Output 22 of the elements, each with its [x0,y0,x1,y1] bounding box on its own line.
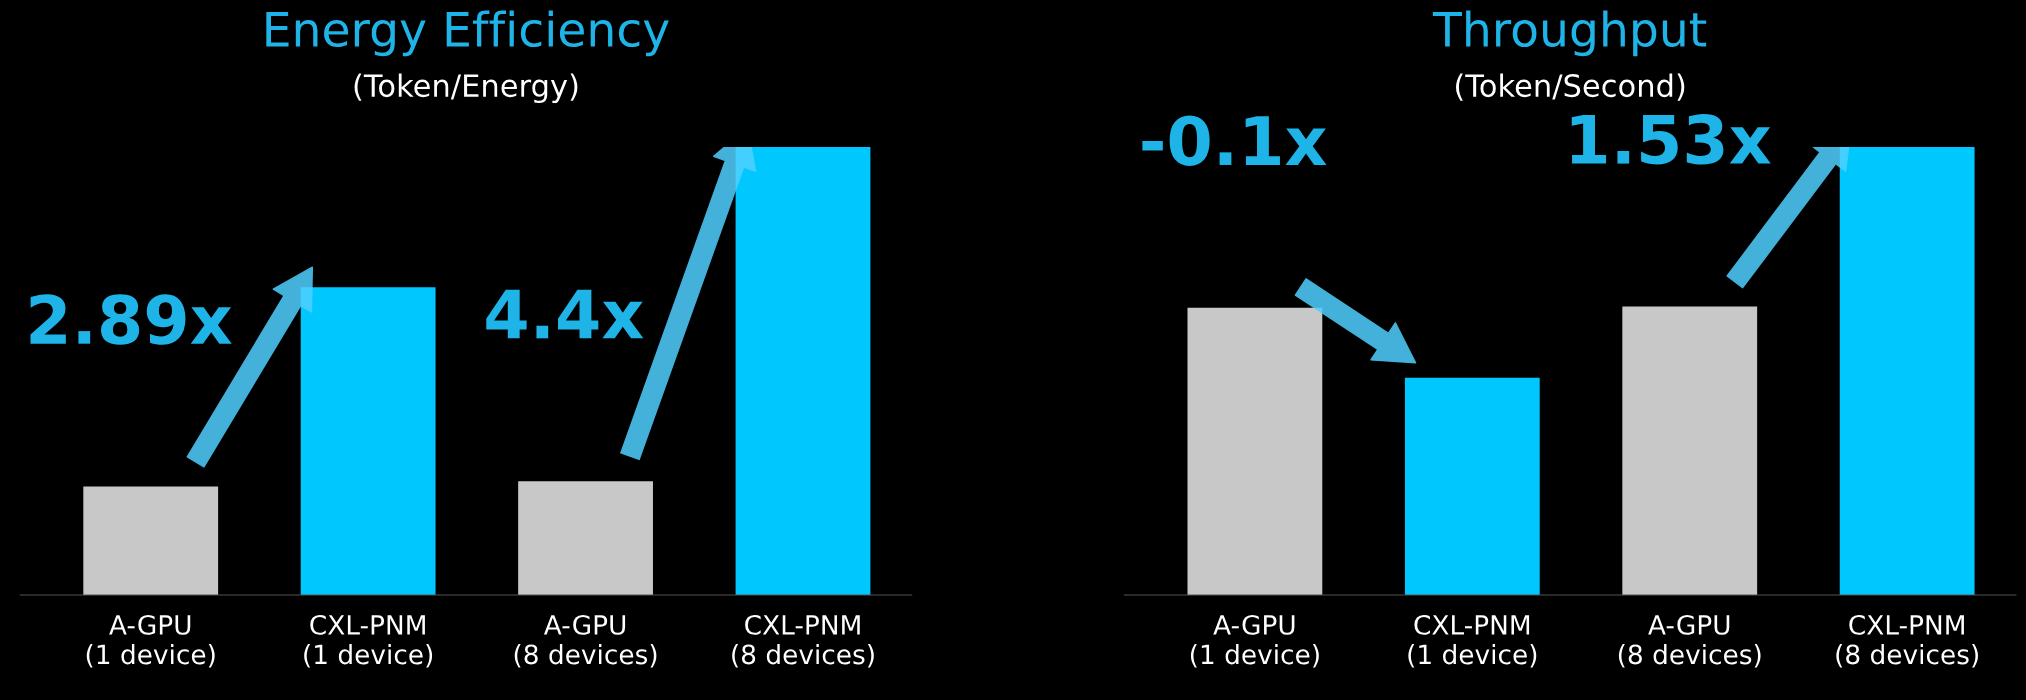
x-tick-label: A-GPU (1 device) [1190,614,1319,668]
x-tick-label: CXL-PNM (8 devices) [1836,614,1978,668]
bar [83,486,219,595]
annotation: 2.89x [30,294,232,345]
bar [1622,306,1758,595]
x-tick-label: A-GPU (8 devices) [514,614,657,668]
x-tick-label: A-GPU (8 devices) [1618,614,1761,668]
chart-subtitle: (Token/Second) [1456,73,1685,101]
chart-subtitle: (Token/Energy) [354,73,578,104]
bar [1404,377,1540,595]
x-tick-label: A-GPU (1 device) [86,614,215,668]
bar [518,481,653,595]
annotation: -0.1x [1142,115,1327,166]
x-tick-label: CXL-PNM (8 devices) [732,614,874,668]
bar [1839,147,1975,595]
annotation: 1.53x [1571,114,1771,165]
bar [1187,307,1323,595]
chart-title: Throughput [1432,10,1707,57]
chart-title: Energy Efficiency [266,10,669,57]
x-tick-label: CXL-PNM (1 device) [1408,614,1537,668]
x-tick-label: CXL-PNM (1 device) [304,614,433,668]
annotation: 4.4x [486,289,644,339]
